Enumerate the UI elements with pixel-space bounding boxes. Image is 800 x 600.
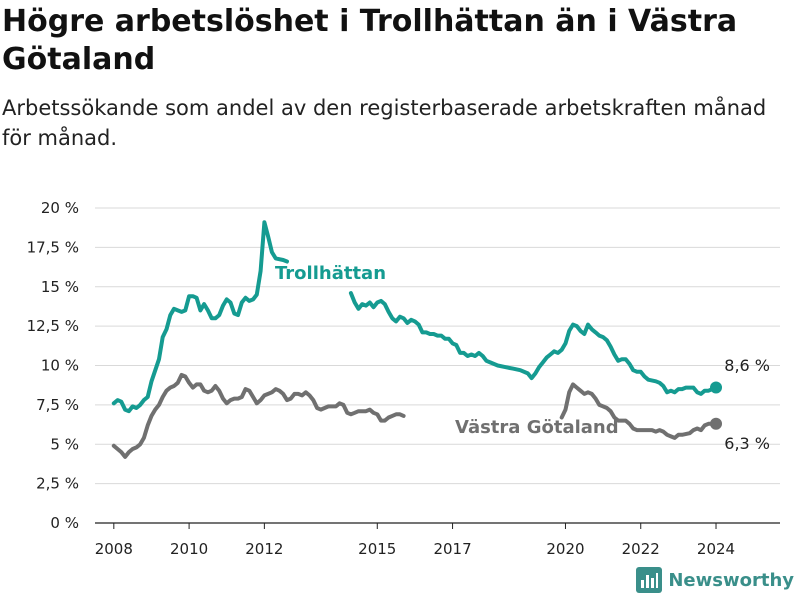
- series-label-vastra-gotaland: Västra Götaland: [455, 417, 619, 438]
- series-line-vastra-gotaland: [111, 372, 406, 459]
- chart-title: Högre arbetslöshet i Trollhättan än i Vä…: [2, 4, 738, 77]
- series-label-trollhattan: Trollhättan: [275, 263, 386, 284]
- series-lines: [111, 220, 723, 459]
- y-axis-tick-labels: 0 % 2,5 % 5 % 7,5 % 10 % 12,5 % 15 % 17,5 % 20 %: [27, 199, 79, 532]
- x-tick-label: 2020: [546, 540, 584, 558]
- y-tick-label: 5 %: [50, 435, 79, 453]
- x-tick-label: 2008: [95, 540, 133, 558]
- brand: Newsworthy: [636, 566, 794, 594]
- y-tick-label: 17,5 %: [27, 238, 79, 256]
- y-tick-label: 12,5 %: [27, 317, 79, 335]
- y-tick-label: 7,5 %: [36, 396, 79, 414]
- gridlines: [95, 207, 780, 485]
- y-tick-label: 2,5 %: [36, 475, 79, 493]
- x-tick-label: 2024: [697, 540, 735, 558]
- x-tick-label: 2012: [245, 540, 283, 558]
- y-tick-label: 15 %: [41, 278, 79, 296]
- series-line-trollhattan: [111, 220, 289, 414]
- brand-name: Newsworthy: [668, 569, 794, 591]
- end-point-vastra-gotaland: [710, 417, 723, 430]
- x-tick-label: 2010: [170, 540, 208, 558]
- y-tick-label: 0 %: [50, 514, 79, 532]
- series-labels: Trollhättan Västra Götaland 8,6 % 6,3 %: [275, 263, 770, 453]
- end-label-trollhattan: 8,6 %: [724, 356, 770, 375]
- y-tick-label: 20 %: [41, 199, 79, 217]
- x-tick-label: 2022: [622, 540, 660, 558]
- chart-subtitle: Arbetssökande som andel av den registerb…: [2, 96, 767, 150]
- y-tick-label: 10 %: [41, 357, 79, 375]
- end-point-trollhattan: [710, 381, 723, 394]
- x-axis: 2008 2010 2012 2015 2017 2020 2022 2024: [95, 522, 780, 558]
- x-tick-label: 2017: [433, 540, 471, 558]
- x-tick-label: 2015: [358, 540, 396, 558]
- series-line-trollhattan: [348, 291, 718, 396]
- series-line-vastra-gotaland: [559, 382, 718, 440]
- end-label-vastra-gotaland: 6,3 %: [724, 434, 770, 453]
- bar-chart-logo-icon: [636, 567, 663, 593]
